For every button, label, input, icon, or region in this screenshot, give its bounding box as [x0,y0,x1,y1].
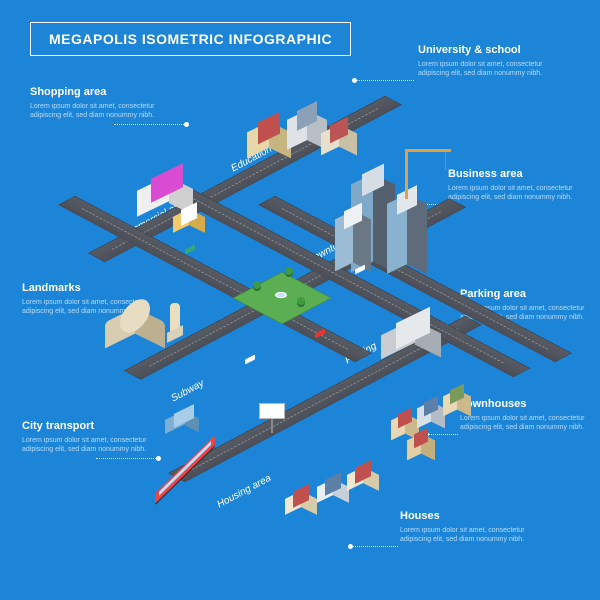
infographic-canvas: MEGAPOLIS ISOMETRIC INFOGRAPHIC Shopping… [0,0,600,600]
callout-body: Lorem ipsum dolor sit amet, consectetur … [460,414,600,433]
callout-body: Lorem ipsum dolor sit amet, consectetur … [22,436,172,455]
tree-icon [285,267,293,275]
callout-body: Lorem ipsum dolor sit amet, consectetur … [448,184,598,203]
callout-heading: Houses [400,510,550,522]
callout-heading: Business area [448,168,598,180]
leader-dot [348,544,353,549]
leader-dot [184,122,189,127]
callout-shopping: Shopping area Lorem ipsum dolor sit amet… [30,86,180,121]
tree-icon [253,281,261,289]
crane-icon [405,149,408,199]
statue-icon [167,329,183,339]
callout-body: Lorem ipsum dolor sit amet, consectetur … [30,102,180,121]
callout-body: Lorem ipsum dolor sit amet, consectetur … [400,526,550,545]
callout-townhouses: Townhouses Lorem ipsum dolor sit amet, c… [460,398,600,433]
leader-line [114,124,184,125]
callout-heading: University & school [418,44,568,56]
area-label-housing: Housing area [215,473,273,511]
leader-line [96,458,156,459]
callout-transport: City transport Lorem ipsum dolor sit ame… [22,420,172,455]
callout-business: Business area Lorem ipsum dolor sit amet… [448,168,598,203]
billboard-icon [259,403,285,419]
car-icon [245,355,255,365]
callout-heading: Townhouses [460,398,600,410]
area-label-subway: Subway [169,378,206,404]
title-box: MEGAPOLIS ISOMETRIC INFOGRAPHIC [30,22,351,56]
leader-line [352,546,398,547]
isometric-scene [295,307,305,317]
callout-heading: Shopping area [30,86,180,98]
callout-houses: Houses Lorem ipsum dolor sit amet, conse… [400,510,550,545]
callout-university: University & school Lorem ipsum dolor si… [418,44,568,79]
callout-heading: Landmarks [22,282,172,294]
leader-dot [156,456,161,461]
callout-heading: Parking area [460,288,600,300]
leader-line [428,434,458,435]
leader-line [356,80,414,81]
callout-heading: City transport [22,420,172,432]
leader-dot [352,78,357,83]
car-icon [185,245,195,255]
title-text: MEGAPOLIS ISOMETRIC INFOGRAPHIC [49,31,332,47]
callout-body: Lorem ipsum dolor sit amet, consectetur … [418,60,568,79]
tree-icon [297,297,305,305]
